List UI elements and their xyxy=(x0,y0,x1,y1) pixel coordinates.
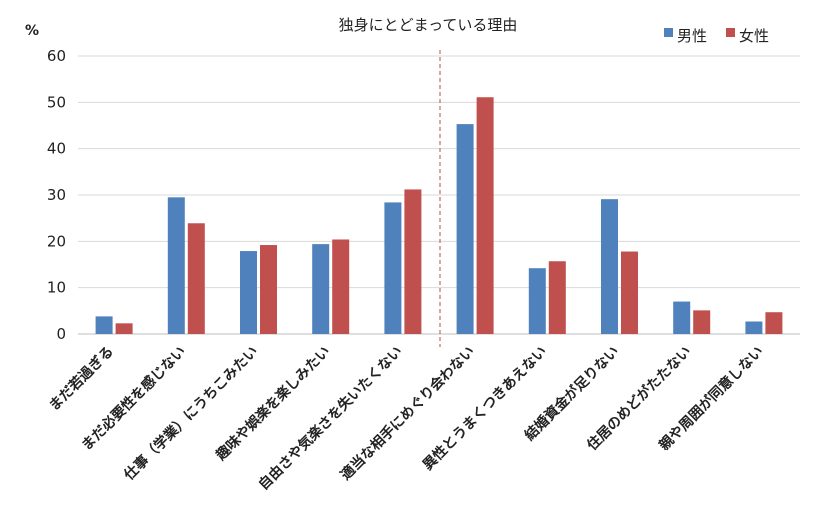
bar-male-10 xyxy=(745,321,763,334)
bar-female-8 xyxy=(621,251,638,334)
bar-male-7 xyxy=(528,268,546,334)
legend: 男性 女性 xyxy=(664,27,769,45)
x-tick-label: 趣味や娯楽を楽しみたい xyxy=(212,343,334,465)
y-tick-label: 40 xyxy=(47,140,66,158)
gridlines xyxy=(78,55,800,335)
bar-male-9 xyxy=(673,301,691,334)
y-tick-label: 10 xyxy=(47,279,66,297)
y-tick-label: 60 xyxy=(47,47,66,65)
bar-female-5 xyxy=(404,189,422,334)
bar-male-6 xyxy=(456,124,474,334)
chart-title: 独身にとどまっている理由 xyxy=(339,16,518,34)
y-tick-label: 30 xyxy=(47,186,66,204)
y-tick-label: 0 xyxy=(56,325,66,343)
x-tick-label: まだ若過ぎる xyxy=(46,343,117,414)
bar-female-6 xyxy=(476,97,494,334)
y-axis-unit: % xyxy=(25,23,39,39)
bar-male-4 xyxy=(312,244,330,334)
bar-female-1 xyxy=(115,323,133,334)
bar-male-3 xyxy=(240,251,257,334)
bar-female-3 xyxy=(260,245,277,334)
bar-male-2 xyxy=(167,197,185,334)
bar-male-5 xyxy=(384,202,402,334)
x-tick-label: 仕事（学業）にうちこみたい xyxy=(120,343,261,484)
x-tick-label: 適当な相手にめぐり会わない xyxy=(337,343,478,484)
x-tick-label: 異性とうまくつきあえない xyxy=(419,343,550,474)
bar-series-group xyxy=(95,97,783,334)
bar-male-8 xyxy=(601,199,618,334)
legend-swatch xyxy=(726,28,735,37)
legend-label: 女性 xyxy=(739,27,769,45)
legend-label: 男性 xyxy=(677,27,707,45)
bar-female-9 xyxy=(693,310,711,334)
bar-female-4 xyxy=(332,239,350,334)
y-tick-label: 20 xyxy=(47,232,66,250)
x-tick-label: 自由さや気楽さを失いたくない xyxy=(255,343,406,494)
bar-female-10 xyxy=(765,312,783,334)
bar-female-2 xyxy=(187,223,205,334)
bar-male-1 xyxy=(95,316,113,334)
x-axis-ticks: まだ若過ぎるまだ必要性を感じない仕事（学業）にうちこみたい趣味や娯楽を楽しみたい… xyxy=(46,343,767,494)
legend-swatch xyxy=(664,28,673,37)
y-axis-ticks: 0 10 20 30 40 50 60 xyxy=(47,47,66,343)
bar-female-7 xyxy=(548,261,566,334)
y-tick-label: 50 xyxy=(47,93,66,111)
